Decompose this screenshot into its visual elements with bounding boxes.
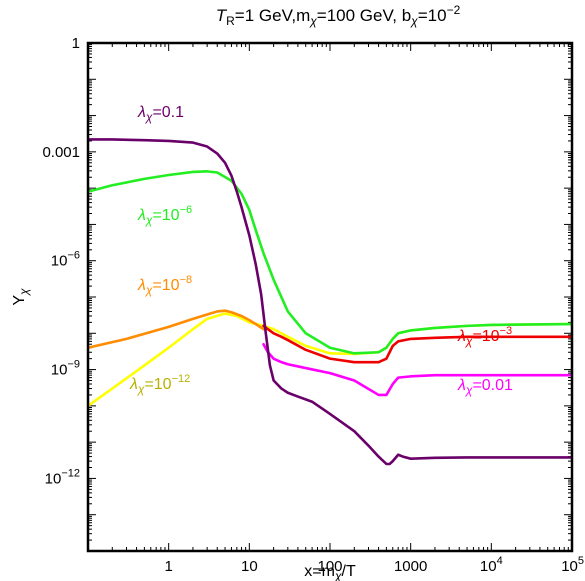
x-tick-label: 100 (317, 558, 342, 575)
title-part-4: =100 GeV, b (317, 6, 411, 25)
x-tick-label: 104 (480, 555, 503, 575)
title-part-1: R (226, 14, 235, 28)
x-tick-label: 1 (164, 558, 172, 575)
series-line-s01 (88, 138, 572, 466)
series-label-s1e-6: λχ=10−6 (137, 204, 192, 227)
title-part-3: χ (309, 14, 317, 28)
chart-title: TR=1 GeV,mχ=100 GeV, bχ=10−2 (216, 3, 461, 28)
y-axis-label-main: Y (11, 295, 28, 306)
series-label-s1e-3: λχ=10−3 (457, 325, 512, 348)
title-part-2: =1 GeV,m (235, 6, 310, 25)
series-label-s01: λχ=0.1 (137, 104, 184, 124)
title-part-0: T (216, 6, 228, 25)
series-line-s1e-6 (88, 170, 572, 355)
series-line-s1e-3 (262, 324, 572, 364)
title-part-5: χ (410, 14, 418, 28)
y-tick-label: 10−12 (45, 467, 80, 487)
y-tick-label: 1 (72, 35, 80, 52)
y-axis-label: Yχ (11, 288, 31, 306)
x-tick-label: 1000 (394, 558, 427, 575)
x-axis-label-tail: /T (342, 563, 356, 580)
axis-tick-labels: 1 10 100 1000 104 105 10−12 10−9 10−6 0.001 1 (42, 35, 584, 575)
x-axis-label-main: x=m (304, 563, 335, 580)
series-label-s1e-12: λχ=10−12 (129, 373, 190, 396)
x-tick-label: 10 (241, 558, 258, 575)
series-labels: λχ=10−12 λχ=10−8 λχ=10−6 λχ=10−3 λχ=0.01 λχ=0… (129, 104, 513, 397)
series-line-s1e-8 (88, 309, 265, 350)
series-label-s1e-8: λχ=10−8 (137, 274, 192, 297)
y-tick-label: 0.001 (42, 144, 80, 161)
plot-frame (86, 41, 574, 553)
x-axis-label-sub: χ (334, 569, 342, 581)
title-part-7: −2 (447, 3, 461, 17)
series-line-s001 (262, 342, 572, 397)
y-tick-label: 10−9 (51, 359, 80, 379)
y-tick-label: 10−6 (51, 250, 80, 270)
series-lines (88, 138, 572, 466)
title-part-6: =10 (418, 6, 447, 25)
x-axis-label: x=mχ/T (304, 563, 356, 581)
y-axis-label-sub: χ (17, 288, 31, 296)
series-label-s001: λχ=0.01 (457, 377, 513, 397)
x-tick-label: 105 (561, 555, 584, 575)
